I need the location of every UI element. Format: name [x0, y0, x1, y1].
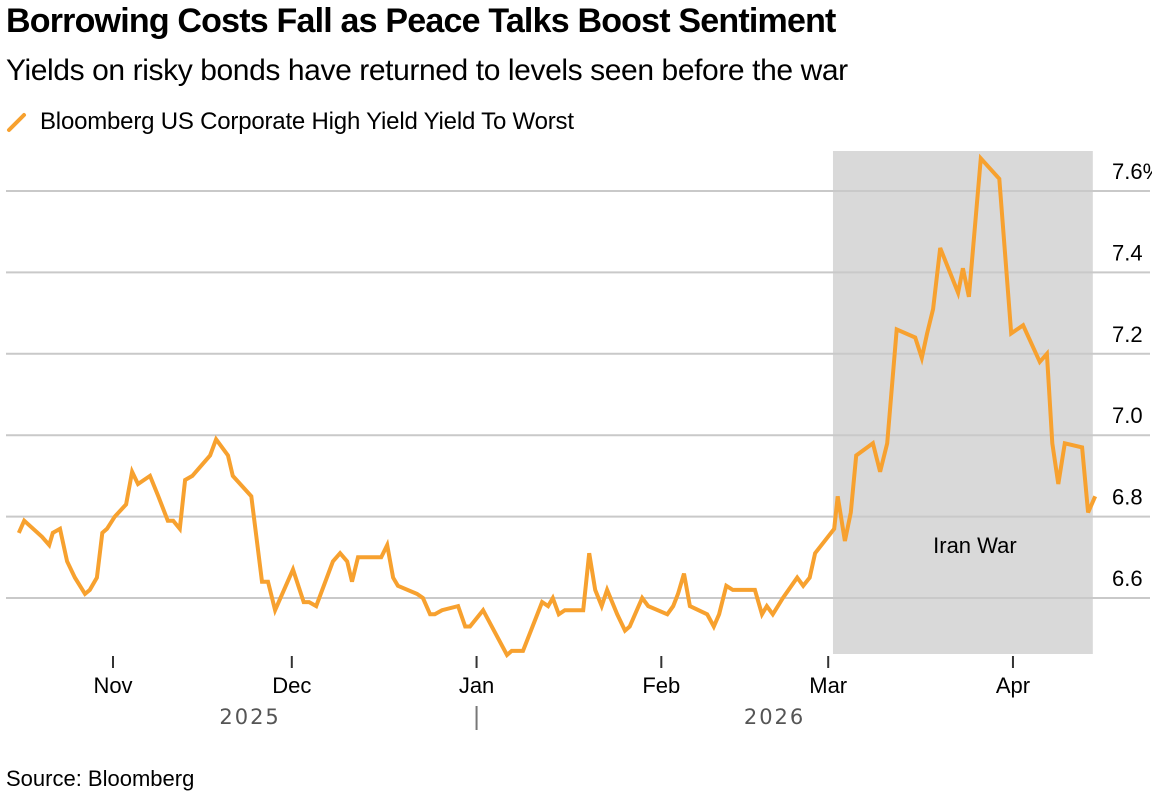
year-label: 2025	[219, 705, 280, 729]
legend-line-icon	[7, 113, 26, 132]
shade-layer	[832, 151, 1093, 654]
y-tick-label: 7.2	[1112, 322, 1143, 347]
legend: Bloomberg US Corporate High Yield Yield …	[6, 108, 574, 136]
y-tick-label: 7.4	[1112, 240, 1143, 265]
gridlines	[6, 190, 1150, 599]
x-tick-label: Nov	[93, 673, 132, 698]
x-tick-label: Mar	[809, 673, 847, 698]
y-axis: 6.6 6.8 7.0 7.2 7.4 7.6%	[1112, 159, 1152, 591]
y-tick-label: 7.0	[1112, 403, 1143, 428]
source-note: Source: Bloomberg	[6, 766, 195, 791]
shaded-period-iran-war	[832, 151, 1093, 654]
x-tick-label: Feb	[642, 673, 680, 698]
annotations: Iran War	[933, 533, 1017, 558]
x-tick-label: Jan	[459, 673, 494, 698]
annotation-label: Iran War	[933, 533, 1017, 558]
y-tick-label: 7.6%	[1112, 159, 1152, 184]
y-tick-label: 6.8	[1112, 485, 1143, 510]
series-line-high-yield-ytw	[16, 153, 1098, 659]
legend-label: Bloomberg US Corporate High Yield Yield …	[40, 108, 574, 135]
chart-title: Borrowing Costs Fall as Peace Talks Boos…	[6, 2, 836, 40]
year-label: 2026	[744, 705, 805, 729]
x-axis: Nov Dec Jan Feb Mar Apr 2025 2026	[93, 656, 1030, 730]
chart-subtitle: Yields on risky bonds have returned to l…	[6, 54, 848, 87]
x-tick-label: Apr	[996, 673, 1030, 698]
series-layer	[16, 153, 1098, 659]
x-tick-label: Dec	[272, 673, 311, 698]
y-tick-label: 6.6	[1112, 566, 1143, 591]
